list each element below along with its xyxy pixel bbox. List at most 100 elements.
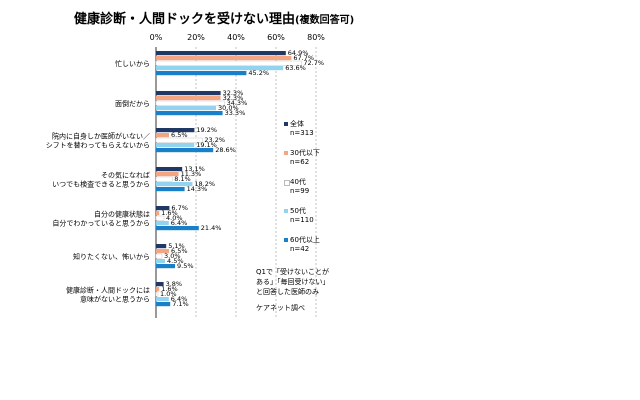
bar bbox=[156, 182, 193, 187]
legend-swatch bbox=[284, 238, 288, 242]
data-label: 7.1% bbox=[172, 300, 189, 308]
data-label: 21.4% bbox=[201, 224, 222, 232]
note-line: ある」「毎回受けない」 bbox=[256, 278, 330, 286]
x-tick-label: 20% bbox=[187, 33, 205, 42]
category-label: シフトを替わってもらえないから bbox=[46, 141, 150, 150]
x-tick-label: 0% bbox=[150, 33, 163, 42]
bar bbox=[156, 96, 221, 101]
data-label: 11.3% bbox=[181, 170, 202, 178]
bar bbox=[156, 221, 169, 226]
bar bbox=[156, 264, 175, 269]
legend-swatch bbox=[284, 180, 290, 186]
x-tick-label: 40% bbox=[227, 33, 245, 42]
note-line: と回答した医師のみ bbox=[256, 288, 319, 296]
legend-sample-size: n=110 bbox=[290, 216, 314, 224]
legend-swatch bbox=[284, 122, 288, 126]
bar bbox=[156, 91, 221, 96]
data-label: 14.3% bbox=[187, 185, 208, 193]
data-label: 18.2% bbox=[194, 180, 215, 188]
bar bbox=[156, 302, 171, 307]
data-label: 33.3% bbox=[225, 109, 246, 117]
data-label: 67.7% bbox=[293, 54, 314, 62]
chart-title: 健康診断・人間ドックを受けない理由(複数回答可) bbox=[74, 8, 354, 27]
category-label: 意味がないと思うから bbox=[80, 295, 150, 304]
bar bbox=[156, 56, 292, 61]
data-label: 5.1% bbox=[168, 242, 185, 250]
legend-label: 30代以下 bbox=[290, 149, 320, 157]
legend-item: 全体 n=313 bbox=[284, 120, 314, 138]
data-label: 6.5% bbox=[171, 247, 188, 255]
chart-subtitle: (複数回答可) bbox=[295, 15, 355, 26]
data-label: 4.5% bbox=[167, 257, 184, 265]
legend-item: 60代以上 n=42 bbox=[284, 236, 320, 254]
bar bbox=[156, 249, 169, 254]
legend-sample-size: n=99 bbox=[290, 187, 310, 195]
bar bbox=[155, 100, 225, 106]
bar bbox=[156, 66, 284, 71]
category-label: 院内に自身しか医師がいない／ bbox=[52, 132, 150, 141]
data-label: 8.1% bbox=[174, 175, 191, 183]
category-label: その気になれば bbox=[101, 171, 150, 180]
data-label: 34.3% bbox=[227, 99, 248, 107]
bar bbox=[156, 226, 199, 231]
bar bbox=[156, 287, 160, 292]
bar bbox=[156, 106, 216, 111]
data-label: 32.3% bbox=[223, 94, 244, 102]
data-label: 30.0% bbox=[218, 104, 239, 112]
category-label: 面倒だから bbox=[115, 99, 150, 108]
bar bbox=[156, 172, 179, 177]
legend-sample-size: n=42 bbox=[290, 245, 310, 253]
category-label: 忙しいから bbox=[115, 59, 150, 68]
data-label: 45.2% bbox=[248, 69, 269, 77]
data-label: 32.3% bbox=[223, 89, 244, 97]
chart-title-main: 健康診断・人間ドックを受けない理由 bbox=[74, 12, 296, 27]
legend-sample-size: n=313 bbox=[290, 129, 314, 137]
bar bbox=[155, 291, 159, 297]
data-label: 6.4% bbox=[171, 219, 188, 227]
data-label: 63.6% bbox=[285, 64, 306, 72]
legend-swatch bbox=[284, 151, 288, 155]
bar bbox=[156, 148, 214, 153]
bar bbox=[156, 71, 247, 76]
data-label: 9.5% bbox=[177, 262, 194, 270]
data-label: 28.6% bbox=[215, 146, 236, 154]
legend-swatch bbox=[284, 209, 288, 213]
data-label: 23.2% bbox=[204, 136, 225, 144]
data-label: 1.6% bbox=[161, 285, 178, 293]
data-label: 6.5% bbox=[171, 131, 188, 139]
bar bbox=[156, 244, 167, 249]
data-label: 13.1% bbox=[184, 165, 205, 173]
data-label: 19.1% bbox=[196, 141, 217, 149]
bar bbox=[156, 133, 169, 138]
x-tick-label: 80% bbox=[307, 33, 325, 42]
data-label: 1.0% bbox=[160, 290, 177, 298]
data-label: 64.9% bbox=[288, 49, 309, 57]
category-label: 知りたくない、怖いから bbox=[73, 252, 150, 261]
bar bbox=[156, 206, 170, 211]
category-label: 健康診断・人間ドックには bbox=[66, 286, 150, 295]
bar bbox=[155, 215, 165, 221]
bar bbox=[155, 176, 173, 182]
bar bbox=[156, 143, 195, 148]
bar bbox=[155, 253, 163, 259]
legend-item: 40代 n=99 bbox=[284, 178, 310, 196]
category-label: 自分の健康状態は bbox=[94, 210, 150, 219]
data-label: 72.7% bbox=[303, 59, 324, 67]
legend-item: 50代 n=110 bbox=[284, 207, 314, 225]
bar bbox=[156, 111, 223, 116]
data-label: 3.0% bbox=[164, 252, 181, 260]
bar bbox=[155, 60, 302, 66]
note-line: ケアネット調べ bbox=[256, 304, 305, 312]
data-label: 3.8% bbox=[166, 280, 183, 288]
bar bbox=[155, 137, 203, 143]
bar bbox=[156, 297, 169, 302]
category-label: いつでも検査できると思うから bbox=[52, 180, 150, 189]
category-label: 自分でわかっていると思うから bbox=[52, 219, 150, 228]
legend-label: 50代 bbox=[290, 207, 306, 215]
data-label: 4.0% bbox=[166, 214, 183, 222]
bar bbox=[156, 259, 165, 264]
bar bbox=[156, 128, 195, 133]
bar bbox=[156, 187, 185, 192]
data-label: 6.7% bbox=[171, 204, 188, 212]
bar bbox=[156, 167, 183, 172]
